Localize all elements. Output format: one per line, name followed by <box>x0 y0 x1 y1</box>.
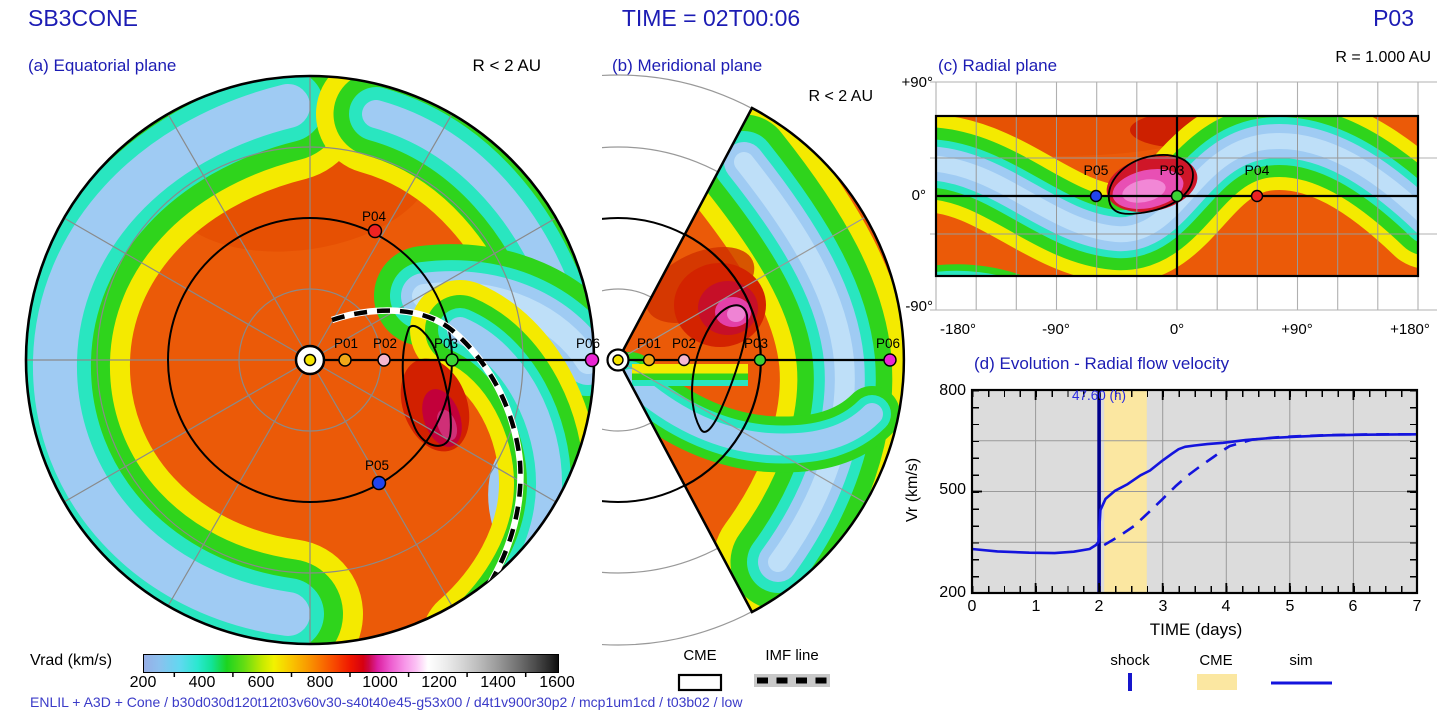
label-p05-a: P05 <box>364 458 390 473</box>
d-xtick-0: 0 <box>967 598 977 615</box>
marker-p04-c <box>1250 189 1264 203</box>
colorbar-label: Vrad (km/s) <box>30 652 113 669</box>
cme-contour-c <box>1107 154 1194 215</box>
c-ytick-plus90: +90° <box>901 74 933 91</box>
marker-p03-c <box>1170 189 1184 203</box>
cbar-tick-600: 600 <box>247 674 275 691</box>
label-p03-c: P03 <box>1159 162 1185 178</box>
marker-p02-b <box>677 353 691 367</box>
time-title: TIME = 02T00:06 <box>621 5 801 31</box>
x-minor-ticks-bottom <box>972 586 1417 592</box>
c-xtick-4: +180° <box>1390 321 1430 338</box>
y-minor-ticks-right <box>1410 390 1416 593</box>
marker-p06-b <box>883 353 897 367</box>
y-minor-ticks-left <box>973 390 979 593</box>
marker-p04-a <box>367 223 383 239</box>
d-xtick-1: 1 <box>1031 598 1041 615</box>
x-minor-ticks-top <box>972 391 1417 397</box>
panel-a-range: R < 2 AU <box>472 56 541 75</box>
map-legend-cme-label: CME <box>683 647 717 664</box>
c-xtick-0: -180° <box>939 321 977 338</box>
legend-cme-label: CME <box>1199 652 1233 669</box>
meridional-plane-plot <box>602 74 906 646</box>
marker-p02-a <box>377 353 391 367</box>
label-p06-b: P06 <box>875 336 901 351</box>
cbar-tick-800: 800 <box>306 674 334 691</box>
marker-p06-a <box>584 352 600 368</box>
d-x-axis-label: TIME (days) <box>1149 620 1243 639</box>
label-p05-c: P05 <box>1083 162 1109 178</box>
cbar-tick-1200: 1200 <box>421 674 457 691</box>
panel-a-title: (a) Equatorial plane <box>28 56 177 75</box>
marker-p03-b <box>753 353 767 367</box>
panel-b-range: R < 2 AU <box>808 88 873 105</box>
d-y-axis-label: Vr (km/s) <box>904 457 922 523</box>
cbar-tick-1000: 1000 <box>362 674 398 691</box>
c-xtick-3: +90° <box>1281 321 1313 338</box>
label-p02-b: P02 <box>671 336 697 351</box>
label-p04-a: P04 <box>361 209 387 224</box>
position-title: P03 <box>1373 5 1414 31</box>
c-xtick-2: 0° <box>1169 321 1185 338</box>
label-p03-b: P03 <box>743 336 769 351</box>
label-p02-a: P02 <box>372 336 398 351</box>
marker-p01-b <box>642 353 656 367</box>
panel-c-range: R = 1.000 AU <box>1335 49 1431 66</box>
map-legend-imf-label: IMF line <box>765 647 819 664</box>
cbar-tick-1600: 1600 <box>539 674 575 691</box>
panel-b-title: (b) Meridional plane <box>612 56 763 75</box>
cbar-tick-1400: 1400 <box>480 674 516 691</box>
velocity-colorbar <box>143 654 559 673</box>
d-ytick-500: 500 <box>939 481 966 498</box>
cme-shade-swatch <box>1197 674 1237 690</box>
shock-time-annotation: 47.60 (h) <box>1071 388 1127 403</box>
marker-p03-a <box>445 353 459 367</box>
c-ytick-0: 0° <box>911 187 926 204</box>
panel-c-title: (c) Radial plane <box>938 56 1058 75</box>
marker-p05-a <box>371 475 387 491</box>
cbar-tick-200: 200 <box>129 674 157 691</box>
sim-curve <box>971 433 1418 555</box>
imf-swatch-band <box>754 674 830 687</box>
cbar-tick-400: 400 <box>188 674 216 691</box>
d-ytick-200: 200 <box>939 584 966 601</box>
app-title: SB3CONE <box>28 5 138 31</box>
label-p06-a: P06 <box>575 336 601 351</box>
d-xtick-7: 7 <box>1412 598 1422 615</box>
label-p01-a: P01 <box>333 336 359 351</box>
label-p01-b: P01 <box>636 336 662 351</box>
d-xtick-4: 4 <box>1221 598 1231 615</box>
panel-d-title: (d) Evolution - Radial flow velocity <box>974 354 1230 373</box>
equatorial-plane-plot <box>24 74 600 646</box>
d-xtick-5: 5 <box>1285 598 1295 615</box>
evolution-plot <box>970 388 1419 595</box>
cme-swatch <box>677 673 723 692</box>
c-ytick-minus90: -90° <box>905 298 933 315</box>
label-p03-a: P03 <box>433 336 459 351</box>
cme-contour-b <box>691 304 749 433</box>
marker-p01-a <box>338 353 352 367</box>
model-run-footer: ENLIL + A3D + Cone / b30d030d120t12t03v6… <box>30 694 743 710</box>
marker-p05-c <box>1089 189 1103 203</box>
cme-dashed-curve <box>1103 433 1418 547</box>
grid-d <box>972 390 1417 593</box>
label-p04-c: P04 <box>1244 162 1270 178</box>
evolution-legend-swatches <box>1128 673 1332 691</box>
radial-plane-plot <box>930 81 1437 311</box>
d-xtick-3: 3 <box>1158 598 1168 615</box>
legend-sim-label: sim <box>1289 652 1313 669</box>
map-legend-swatches <box>677 673 830 692</box>
d-xtick-2: 2 <box>1094 598 1104 615</box>
d-ytick-800: 800 <box>939 382 966 399</box>
c-xtick-1: -90° <box>1042 321 1070 338</box>
legend-shock-label: shock <box>1110 652 1150 669</box>
cme-contour-a <box>401 325 452 447</box>
d-xtick-6: 6 <box>1348 598 1358 615</box>
